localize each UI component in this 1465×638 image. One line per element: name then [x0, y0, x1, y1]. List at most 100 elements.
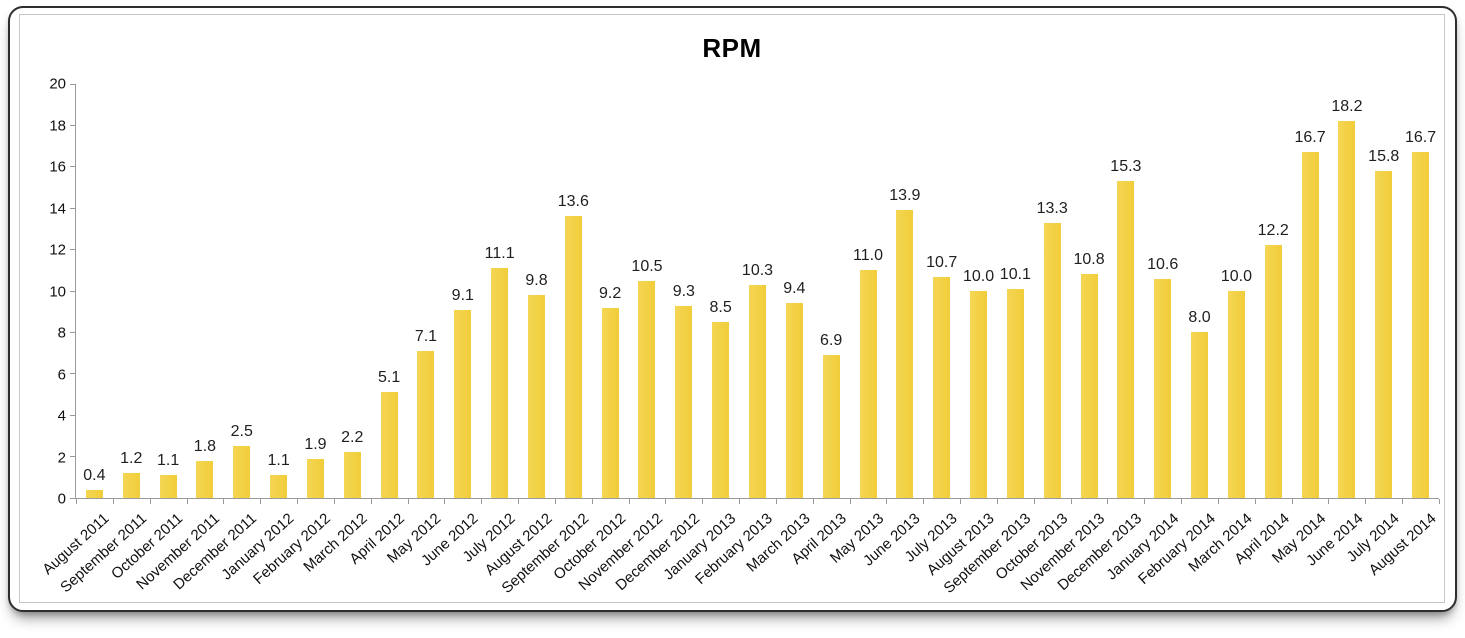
bar	[564, 216, 582, 498]
bar-value-label: 13.3	[1036, 199, 1068, 217]
y-axis-tick-label: 2	[57, 449, 66, 466]
x-axis-tick	[702, 499, 704, 504]
x-axis-tick	[112, 499, 114, 504]
bar	[491, 268, 509, 498]
bar	[896, 210, 914, 498]
bar-value-label: 9.3	[672, 282, 695, 300]
y-axis-tick-label: 20	[49, 75, 66, 93]
x-axis-tick	[1217, 499, 1219, 504]
y-axis-tick	[70, 290, 75, 292]
y-axis-tick	[70, 249, 75, 251]
y-axis-labels: 0 2 4 6 8 10 12 14 16 18 20	[20, 76, 66, 508]
bar-value-label: 10.6	[1147, 255, 1179, 273]
bar-value-label: 10.5	[631, 257, 663, 275]
x-axis-tick	[1144, 499, 1146, 504]
bar-value-label: 6.9	[820, 332, 843, 350]
bar	[970, 291, 988, 498]
bar-value-label: 9.4	[783, 280, 806, 298]
bar	[1043, 222, 1061, 498]
x-axis-tick	[444, 499, 446, 504]
bar	[527, 295, 545, 498]
bar-value-label: 0.4	[83, 466, 106, 484]
bar	[822, 355, 840, 498]
bar	[159, 475, 177, 498]
bar	[270, 475, 288, 498]
bar	[233, 446, 251, 498]
x-axis-tick	[1365, 499, 1367, 504]
y-axis-tick-label: 10	[49, 283, 66, 300]
y-axis-tick	[70, 166, 75, 168]
bar-value-label: 1.1	[267, 452, 290, 470]
y-axis-tick-label: 6	[57, 366, 66, 383]
bar-value-label: 10.7	[926, 253, 958, 271]
x-axis-tick	[886, 499, 888, 504]
y-axis-tick	[70, 497, 75, 499]
bar	[454, 309, 472, 498]
bar-value-label: 8.5	[709, 299, 732, 317]
x-axis-tick	[960, 499, 962, 504]
bar	[1227, 291, 1245, 498]
bar	[749, 284, 766, 498]
x-axis-tick	[591, 499, 593, 504]
y-axis-tick-label: 8	[57, 324, 66, 342]
x-axis-tick	[1439, 499, 1440, 504]
bar-value-label: 7.1	[414, 328, 438, 346]
bar	[1154, 278, 1172, 498]
bar-value-label: 9.2	[599, 284, 622, 302]
x-axis-tick	[481, 499, 483, 504]
bar-value-label: 1.8	[193, 437, 217, 455]
bar	[1375, 170, 1393, 498]
bar	[306, 458, 324, 498]
x-axis-tick	[1070, 499, 1072, 504]
bar-value-label: 16.7	[1294, 129, 1326, 147]
bar	[1006, 288, 1024, 498]
bar-value-label: 15.3	[1110, 158, 1142, 176]
x-axis-tick	[333, 499, 335, 504]
bar-value-label: 10.8	[1073, 251, 1105, 269]
x-axis-tick	[1033, 499, 1035, 504]
x-axis-tick	[1107, 499, 1109, 504]
x-axis-tick	[407, 499, 409, 504]
y-axis-tick	[70, 124, 75, 126]
x-axis-tick	[186, 499, 188, 504]
bar	[196, 460, 214, 498]
bar-value-label: 13.6	[557, 193, 589, 211]
bar-value-label: 9.1	[451, 286, 474, 304]
bar-value-label: 8.0	[1188, 309, 1211, 327]
bar-value-label: 13.9	[889, 187, 921, 205]
y-axis-tick	[70, 83, 75, 85]
bar-value-label: 1.1	[156, 452, 180, 470]
bar-value-label: 11.1	[484, 245, 515, 263]
x-axis-tick	[665, 499, 667, 504]
bar-value-label: 10.0	[1220, 268, 1252, 285]
x-axis-tick	[76, 499, 77, 504]
bar	[785, 303, 803, 498]
bar-value-label: 10.1	[999, 265, 1031, 283]
x-axis-tick	[812, 499, 814, 504]
bar	[675, 305, 693, 498]
x-axis-tick	[628, 499, 630, 504]
bar	[712, 322, 730, 498]
bar-value-label: 12.2	[1257, 222, 1289, 240]
x-axis-tick	[1181, 499, 1183, 504]
bar-value-label: 1.9	[304, 435, 327, 453]
y-axis-tick-label: 14	[49, 200, 66, 217]
bar	[85, 489, 103, 498]
plot-area: 0.4 1.2 1.1 1.8 2.5 1.1 1.9 2.2 5.1 7.1 9.1 11.1 9.8…	[70, 83, 1440, 504]
x-axis-tick	[739, 499, 741, 504]
bar	[933, 276, 951, 498]
x-axis-tick	[297, 499, 299, 504]
y-axis-tick-label: 18	[49, 117, 66, 134]
bar	[1412, 152, 1430, 498]
x-axis-tick	[149, 499, 151, 504]
bar-value-label: 18.2	[1331, 98, 1363, 116]
x-axis-tick	[260, 499, 262, 504]
y-axis-tick-label: 16	[49, 158, 66, 176]
bar	[1080, 274, 1098, 498]
bar	[343, 452, 361, 498]
x-axis-tick	[223, 499, 225, 504]
bar	[859, 270, 877, 498]
y-axis-tick-label: 4	[57, 407, 66, 425]
bar	[1117, 181, 1135, 498]
x-axis-tick	[1328, 499, 1330, 504]
